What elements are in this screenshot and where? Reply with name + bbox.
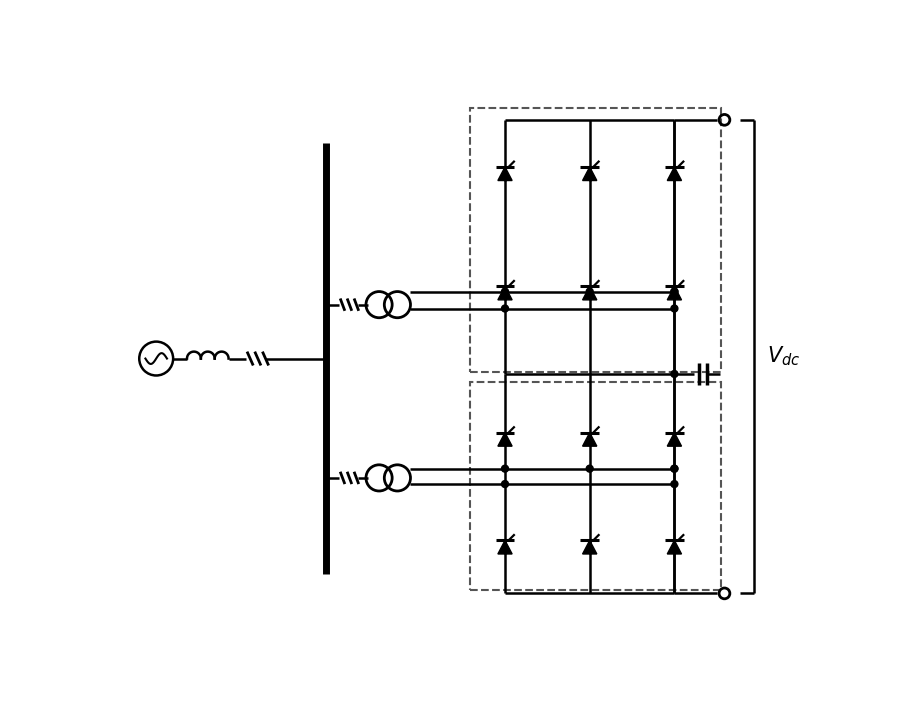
Circle shape bbox=[670, 465, 678, 472]
Polygon shape bbox=[667, 167, 681, 180]
Polygon shape bbox=[498, 286, 512, 300]
Circle shape bbox=[670, 481, 678, 488]
Circle shape bbox=[670, 288, 678, 295]
Polygon shape bbox=[583, 286, 597, 300]
Circle shape bbox=[670, 288, 678, 295]
Polygon shape bbox=[583, 167, 597, 180]
Polygon shape bbox=[667, 540, 681, 554]
Bar bbox=[470, 382, 721, 589]
Circle shape bbox=[502, 288, 508, 295]
Circle shape bbox=[670, 465, 678, 472]
Circle shape bbox=[502, 465, 508, 472]
Polygon shape bbox=[498, 167, 512, 180]
Polygon shape bbox=[498, 540, 512, 554]
Polygon shape bbox=[583, 540, 597, 554]
Circle shape bbox=[670, 305, 678, 312]
Circle shape bbox=[502, 305, 508, 312]
Polygon shape bbox=[667, 432, 681, 446]
Polygon shape bbox=[583, 432, 597, 446]
Circle shape bbox=[502, 481, 508, 488]
Circle shape bbox=[587, 288, 593, 295]
Polygon shape bbox=[667, 286, 681, 300]
Circle shape bbox=[670, 371, 678, 378]
Text: $V_{dc}$: $V_{dc}$ bbox=[767, 345, 800, 368]
Polygon shape bbox=[498, 432, 512, 446]
Bar bbox=[470, 109, 721, 373]
Circle shape bbox=[587, 465, 593, 472]
